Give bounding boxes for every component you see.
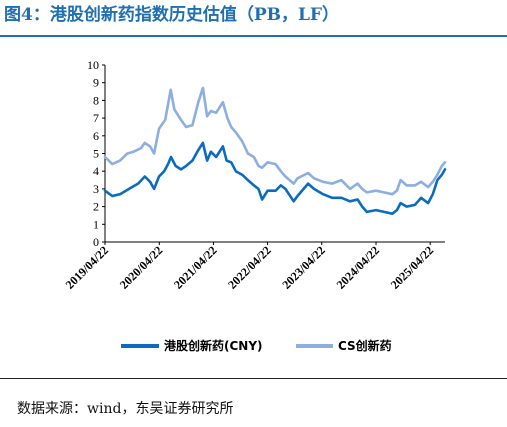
legend-label: 港股创新药(CNY) [164,338,263,353]
figure-title: 图4：港股创新药指数历史估值（PB，LF） [4,5,340,25]
valuation-line-chart: 0 1 2 3 4 5 6 7 8 9 10 2019/04/22 2020/04/22 2021/04… [63,58,447,353]
y-tick-label: 1 [93,217,99,231]
y-tick-label: 8 [93,93,99,107]
x-tick-labels: 2019/04/22 2020/04/22 2021/04/22 2022/04/22… [63,242,437,292]
series-line-hk-innovative-drug [103,141,447,215]
series-line-cs-innovative-drug [103,86,447,196]
y-tick-label: 9 [93,76,99,90]
y-tick-label: 10 [87,58,99,72]
y-tick-label: 3 [93,182,99,196]
x-tick-label: 2022/04/22 [225,243,274,292]
bottom-divider [0,378,507,379]
y-tick-label: 6 [93,129,99,143]
chart-series [103,86,447,215]
x-tick-label: 2024/04/22 [334,243,383,292]
x-tick-label: 2020/04/22 [117,243,166,292]
x-tick-label: 2021/04/22 [171,243,220,292]
y-tick-label: 7 [93,111,99,125]
chart-legend: 港股创新药(CNY) CS创新药 [121,338,392,353]
x-tick-label: 2025/04/22 [388,243,437,292]
y-tick-label: 0 [93,235,99,249]
y-tick-label: 4 [93,164,99,178]
source-note: 数据来源：wind，东吴证券研究所 [17,401,234,417]
x-tick-label: 2023/04/22 [279,243,328,292]
x-tick-label: 2019/04/22 [63,243,112,292]
chart-axes: 0 1 2 3 4 5 6 7 8 9 10 [87,58,445,249]
y-tick-label: 5 [93,147,99,161]
title-underline [0,35,507,37]
legend-label: CS创新药 [338,338,392,353]
y-tick-label: 2 [93,200,99,214]
